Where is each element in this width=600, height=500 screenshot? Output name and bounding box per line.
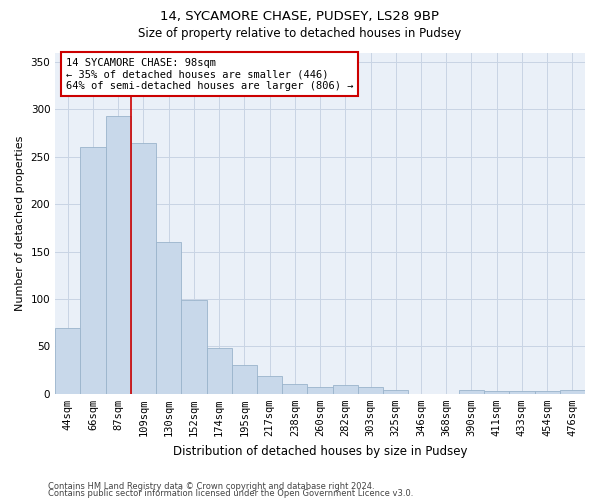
Y-axis label: Number of detached properties: Number of detached properties bbox=[15, 136, 25, 311]
Bar bbox=[232, 366, 257, 394]
Text: 14, SYCAMORE CHASE, PUDSEY, LS28 9BP: 14, SYCAMORE CHASE, PUDSEY, LS28 9BP bbox=[161, 10, 439, 23]
Bar bbox=[560, 390, 585, 394]
Bar bbox=[131, 142, 156, 394]
Text: Contains HM Land Registry data © Crown copyright and database right 2024.: Contains HM Land Registry data © Crown c… bbox=[48, 482, 374, 491]
Bar bbox=[156, 242, 181, 394]
Bar bbox=[535, 391, 560, 394]
Bar bbox=[55, 328, 80, 394]
Bar bbox=[282, 384, 307, 394]
Text: Size of property relative to detached houses in Pudsey: Size of property relative to detached ho… bbox=[139, 28, 461, 40]
X-axis label: Distribution of detached houses by size in Pudsey: Distribution of detached houses by size … bbox=[173, 444, 467, 458]
Bar bbox=[509, 391, 535, 394]
Bar bbox=[80, 148, 106, 394]
Bar bbox=[383, 390, 409, 394]
Bar bbox=[106, 116, 131, 394]
Text: Contains public sector information licensed under the Open Government Licence v3: Contains public sector information licen… bbox=[48, 490, 413, 498]
Bar bbox=[332, 386, 358, 394]
Bar bbox=[484, 391, 509, 394]
Bar bbox=[358, 387, 383, 394]
Text: 14 SYCAMORE CHASE: 98sqm
← 35% of detached houses are smaller (446)
64% of semi-: 14 SYCAMORE CHASE: 98sqm ← 35% of detach… bbox=[66, 58, 353, 91]
Bar bbox=[459, 390, 484, 394]
Bar bbox=[307, 387, 332, 394]
Bar bbox=[257, 376, 282, 394]
Bar bbox=[181, 300, 206, 394]
Bar bbox=[206, 348, 232, 394]
